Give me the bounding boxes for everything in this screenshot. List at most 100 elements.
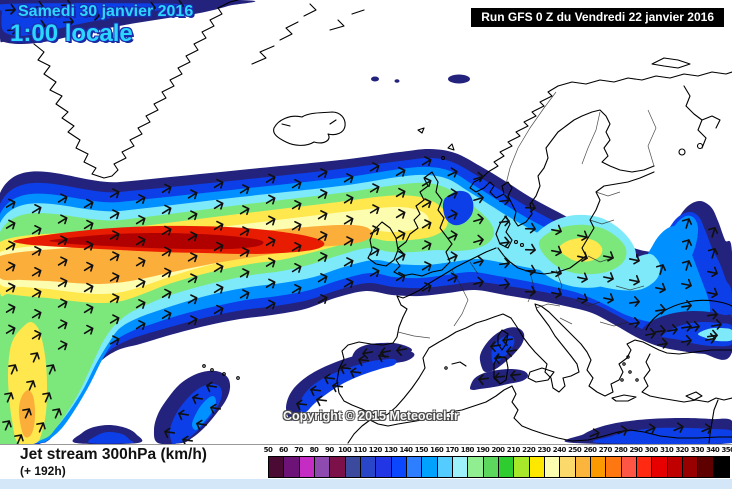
wind-arrow-icon — [5, 261, 16, 272]
wind-arrow-icon — [707, 266, 718, 278]
legend-color-cell — [560, 457, 576, 477]
map-title: Jet stream 300hPa (km/h) — [20, 446, 207, 463]
wind-arrow-icon — [239, 184, 250, 195]
wind-arrow-icon — [343, 173, 354, 184]
coast-balearics — [451, 361, 467, 367]
coast-corsica — [497, 329, 509, 351]
wind-arrow-icon — [421, 282, 432, 293]
wind-arrow-icon — [644, 327, 656, 339]
wind-arrow-icon — [369, 162, 380, 173]
wind-arrow-icon — [187, 273, 198, 284]
wind-arrow-icon — [629, 254, 640, 265]
wind-arrow-icon — [395, 250, 406, 261]
legend-tick-label: 310 — [660, 446, 674, 454]
wind-arrow-icon — [42, 392, 52, 403]
wind-arrow-icon — [213, 262, 224, 273]
wind-arrow-icon — [447, 251, 458, 262]
wind-arrow-icon — [380, 347, 392, 359]
legend-color-bar — [268, 456, 730, 478]
wind-arrow-icon — [340, 363, 352, 375]
wind-arrow-icon — [22, 408, 32, 419]
wind-arrow-icon — [31, 245, 42, 256]
wind-arrow-icon — [617, 425, 628, 436]
wind-arrow-icon — [31, 308, 42, 319]
jet-layer — [191, 395, 217, 431]
wind-arrow-icon — [83, 240, 94, 251]
legend-tick-label: 150 — [414, 446, 429, 454]
wind-arrow-icon — [473, 213, 484, 225]
wind-arrow-icon — [447, 167, 458, 178]
map-area: Samedi 30 janvier 2016 1:00 locale Run G… — [0, 0, 732, 445]
map-forecast-hour: (+ 192h) — [20, 464, 66, 478]
wind-arrow-icon — [396, 345, 408, 357]
wind-arrow-icon — [57, 298, 68, 309]
legend-color-cell — [499, 457, 515, 477]
legend-tick-label: 350 — [721, 446, 732, 454]
wind-arrow-icon — [31, 329, 42, 340]
legend-tick-label: 270 — [598, 446, 613, 454]
legend-tick-label: 280 — [614, 446, 628, 454]
wind-arrow-icon — [5, 303, 16, 314]
wind-arrow-icon — [421, 219, 432, 230]
legend-tick-label: 340 — [706, 446, 720, 454]
wind-arrow-icon — [83, 219, 94, 230]
wind-arrow-icon — [291, 241, 302, 252]
legend-color-cell — [299, 457, 315, 477]
coastlines — [33, 0, 732, 444]
wind-arrow-icon — [172, 0, 184, 11]
wind-arrow-icon — [498, 236, 510, 248]
wind-arrow-icon — [196, 419, 208, 431]
wind-arrow-icon — [109, 293, 120, 304]
coast-ireland — [367, 221, 399, 267]
legend-color-cell — [667, 457, 683, 477]
wind-arrow-icon — [83, 303, 94, 314]
wind-arrow-icon — [707, 247, 719, 259]
wind-arrow-icon — [161, 288, 172, 299]
legend-color-cell — [606, 457, 622, 477]
wind-arrow-icon — [83, 198, 94, 209]
wind-arrow-icon — [32, 0, 44, 12]
jet-speck — [448, 74, 470, 84]
jet-layer — [663, 215, 699, 291]
wind-arrow-icon — [161, 309, 172, 320]
wind-arrow-icon — [5, 282, 16, 293]
wind-arrow-icon — [265, 257, 276, 268]
wind-arrow-icon — [109, 335, 120, 346]
wind-arrow-icon — [317, 252, 328, 262]
legend-tick-label: 50 — [263, 446, 273, 454]
wind-arrow-icon — [473, 192, 484, 204]
wind-arrow-icon — [681, 278, 692, 290]
legend-color-cell — [284, 457, 300, 477]
wind-arrow-icon — [239, 205, 250, 216]
wind-arrow-icon — [57, 256, 68, 267]
wind-arrow-icon — [681, 260, 693, 271]
wind-arrow-icon — [395, 208, 406, 219]
wind-arrow-icon — [34, 19, 46, 31]
legend-tick-label: 220 — [522, 446, 536, 454]
wind-arrow-icon — [421, 261, 432, 272]
wind-arrow-icon — [213, 178, 224, 189]
wind-arrow-icon — [524, 222, 536, 234]
legend-tick-label: 80 — [309, 446, 319, 454]
wind-arrow-icon — [265, 215, 276, 226]
wind-arrow-icon — [83, 324, 94, 335]
wind-arrow-icon — [116, 5, 128, 17]
wind-arrow-icon — [478, 374, 490, 386]
wind-arrow-icon — [135, 298, 146, 309]
wind-arrow-icon — [57, 277, 68, 288]
wind-arrow-icon — [57, 193, 68, 204]
wind-arrow-icon — [688, 320, 700, 332]
legend-tick-label: 290 — [629, 446, 643, 454]
legend-color-cell — [422, 457, 438, 477]
weather-map — [0, 0, 732, 444]
wind-arrow-icon — [187, 210, 198, 221]
wind-arrow-icon — [57, 319, 68, 330]
wind-arrow-icon — [291, 178, 302, 189]
wind-arrow-icon — [524, 264, 536, 276]
wind-arrow-icon — [296, 399, 308, 411]
wind-arrow-icon — [680, 334, 692, 346]
wind-arrow-icon — [473, 255, 484, 267]
wind-arrow-icon — [291, 220, 302, 231]
legend-tick-label: 180 — [460, 446, 475, 454]
lake-onega — [696, 142, 704, 150]
